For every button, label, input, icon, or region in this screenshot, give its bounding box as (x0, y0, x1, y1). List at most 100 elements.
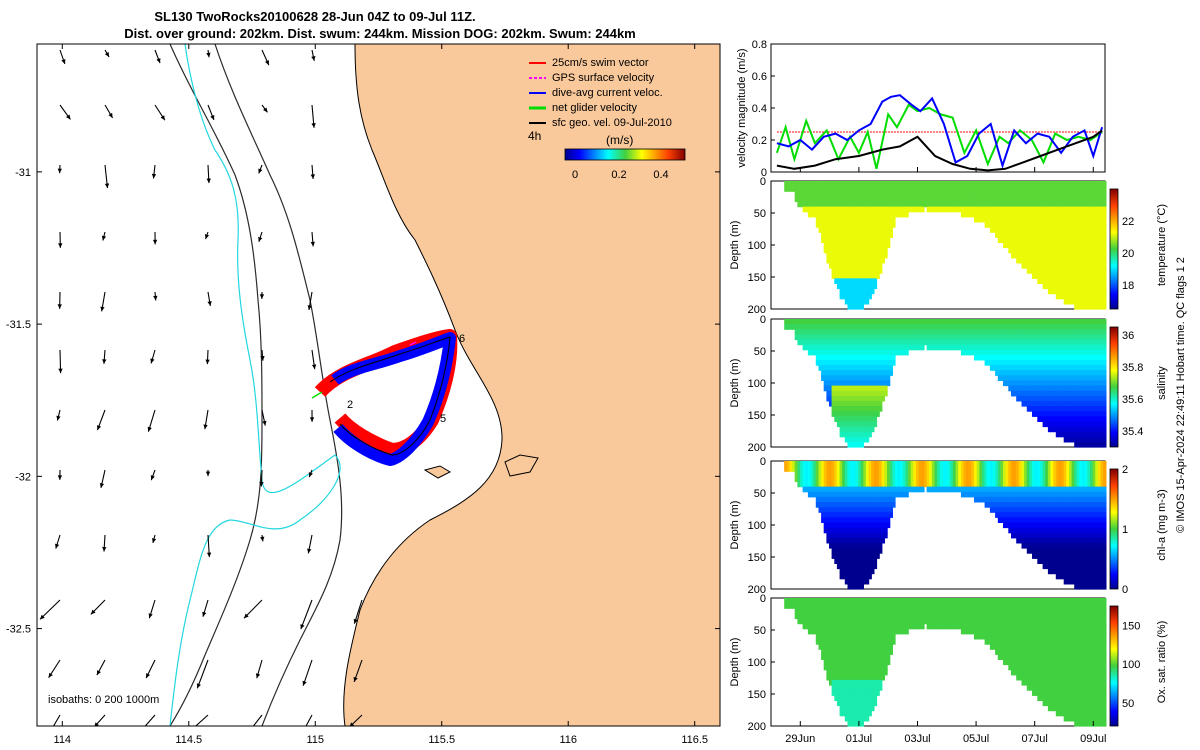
section-cell (894, 344, 899, 351)
section-cell (879, 329, 883, 335)
section-cell (844, 344, 849, 351)
section-ytick-label: 200 (748, 442, 766, 454)
section-cell (1098, 298, 1102, 305)
section-cell (818, 222, 822, 228)
section-cell (1045, 354, 1049, 361)
section-cell (1018, 206, 1023, 213)
section-cell (850, 436, 854, 443)
section-cell (1061, 339, 1065, 346)
section-cell (1018, 354, 1023, 361)
section-cell (1069, 298, 1073, 305)
section-cell (1061, 268, 1065, 274)
section-cell (1071, 242, 1075, 249)
section-cell (865, 329, 870, 335)
section-cell (1005, 222, 1009, 228)
section-cell (1055, 360, 1060, 366)
section-cell (1063, 273, 1067, 279)
section-cell (805, 186, 809, 192)
section-cell (995, 216, 999, 223)
section-cell (810, 324, 814, 330)
section-cell (1026, 334, 1031, 341)
section-cell (807, 191, 812, 197)
section-cell (955, 324, 959, 330)
section-cell (992, 319, 996, 325)
section-cell (873, 563, 878, 570)
section-cell (913, 191, 917, 197)
section-cell (963, 181, 967, 187)
waypoint-2: 2 (347, 399, 353, 411)
section-cell (1087, 181, 1091, 187)
section-cell (1063, 349, 1067, 356)
section-cell (1074, 227, 1078, 233)
section-cell (1055, 181, 1060, 187)
section-cell (1092, 298, 1096, 305)
section-cell (1098, 273, 1102, 279)
section-cell (1053, 181, 1057, 187)
section-cell (855, 324, 859, 330)
section-cell (836, 257, 841, 264)
section-cell (1016, 196, 1020, 203)
section-cell (852, 411, 856, 417)
section-cell (1061, 242, 1065, 249)
section-cell (1079, 237, 1083, 243)
section-cell (860, 339, 864, 346)
section-cell (1058, 283, 1062, 290)
section-cell (1034, 273, 1038, 279)
section-cell (1053, 257, 1057, 264)
section-cell (879, 252, 883, 259)
section-cell (826, 370, 830, 376)
section-cell (1069, 365, 1073, 371)
section-cell (1024, 196, 1028, 203)
section-cell (1037, 329, 1041, 335)
section-cell (863, 222, 867, 228)
section-cell (1071, 298, 1075, 305)
section-cell (1103, 339, 1107, 346)
section-cell (945, 329, 949, 335)
map-frame (36, 43, 721, 727)
section-cell (1011, 181, 1015, 187)
section-cell (963, 319, 967, 325)
section-cell (1021, 380, 1025, 387)
section-cell (1032, 370, 1036, 376)
section-cell (997, 360, 1002, 366)
section-cell (947, 324, 951, 330)
section-cell (868, 431, 872, 438)
section-cell (865, 578, 870, 585)
section-cell (884, 532, 888, 539)
section-cell (989, 181, 994, 187)
section-cell (884, 319, 888, 325)
section-cell (834, 216, 838, 223)
section-cell (860, 268, 864, 274)
section-cell (1082, 201, 1086, 208)
section-cell (836, 421, 841, 428)
section-cell (1032, 319, 1036, 325)
section-cell (842, 262, 846, 269)
section-cell (997, 196, 1002, 203)
section-cell (947, 186, 951, 192)
section-cell (839, 421, 843, 428)
section-cell (1045, 395, 1049, 402)
section-cell (831, 354, 835, 361)
section-cell (1029, 191, 1033, 197)
section-cell (934, 344, 938, 351)
section-cell (810, 329, 814, 335)
section-cell (1076, 370, 1081, 376)
section-cell (1074, 262, 1078, 269)
section-cell (1037, 216, 1041, 223)
section-cell (1071, 370, 1075, 376)
geo-arrow-head (104, 183, 110, 189)
section-cell (1034, 334, 1038, 341)
section-cell (1047, 232, 1052, 238)
section-cell (813, 196, 817, 203)
section-cell (879, 406, 883, 412)
section-cell (858, 380, 862, 387)
section-cell (839, 344, 843, 351)
section-cell (844, 385, 849, 392)
section-cell (1003, 232, 1007, 238)
section-cell (876, 242, 880, 249)
section-cell (834, 411, 838, 417)
section-cell (863, 390, 867, 397)
section-cell (1050, 375, 1054, 381)
section-cell (834, 390, 838, 397)
